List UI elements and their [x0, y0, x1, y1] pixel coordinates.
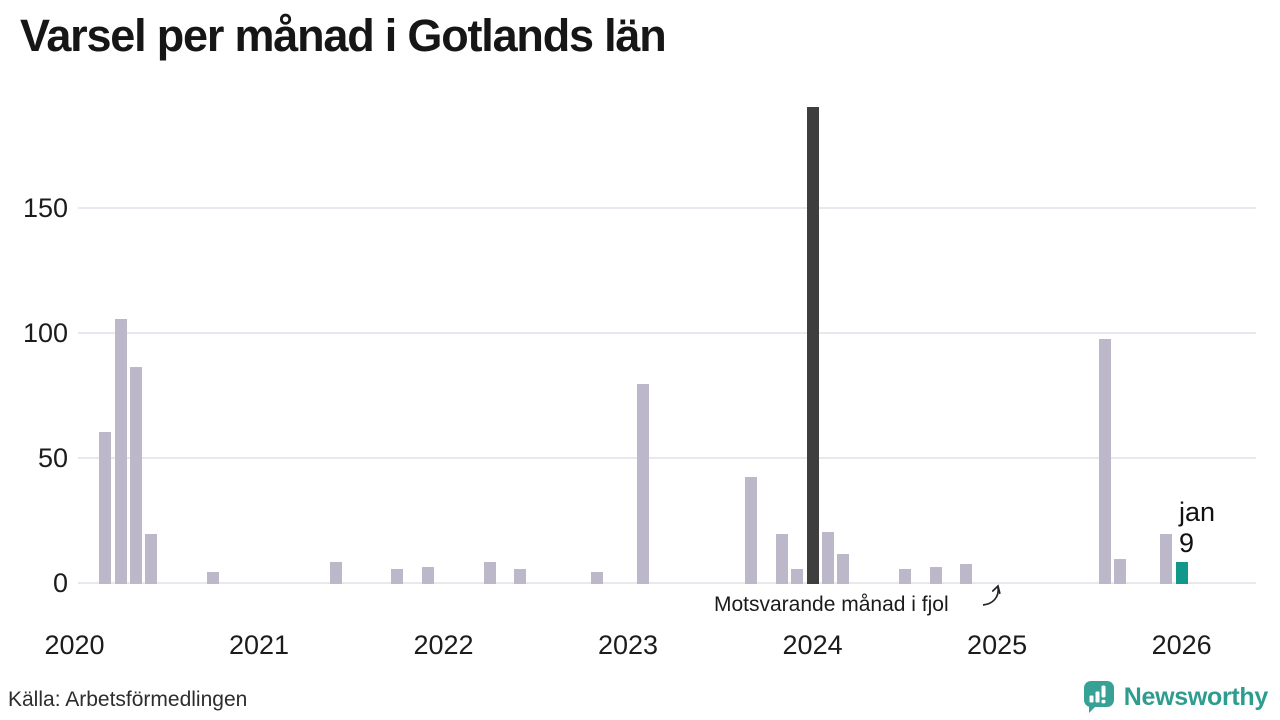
bar-2020-10 — [206, 571, 219, 584]
bar-2021-06 — [329, 561, 342, 584]
source-caption: Källa: Arbetsförmedlingen — [8, 688, 248, 711]
bar-2026-01 — [1175, 561, 1188, 584]
bar-2024-01 — [806, 106, 819, 584]
bar-2023-09 — [745, 476, 758, 584]
annotation-arrow-icon — [982, 584, 1001, 606]
bar-2024-11 — [960, 564, 973, 584]
x-axis-tick-label: 2022 — [413, 630, 474, 660]
bar-2022-04 — [483, 561, 496, 584]
current-value-number: 9 — [1179, 528, 1195, 558]
x-axis-tick-label: 2021 — [228, 630, 290, 660]
bar-2023-02 — [637, 384, 650, 584]
bar-2025-12 — [1160, 534, 1173, 584]
bar-2023-11 — [775, 534, 788, 584]
current-month-label: jan — [1179, 497, 1216, 527]
bar-2022-06 — [514, 569, 527, 584]
bar-2022-11 — [591, 571, 604, 584]
brand-logo: Newsworthy — [1083, 680, 1268, 714]
x-axis-tick-label: 2020 — [44, 630, 105, 660]
x-axis-tick-label: 2024 — [782, 630, 843, 660]
bar-2021-10 — [391, 569, 404, 584]
annotation-label: Motsvarande månad i fjol — [714, 593, 949, 616]
x-axis-tick-label: 2023 — [598, 630, 659, 660]
current-value-label: jan 9 — [1179, 497, 1215, 559]
brand-wordmark: Newsworthy — [1123, 682, 1269, 711]
y-axis-tick-label: 50 — [37, 443, 68, 473]
y-axis-tick-label: 0 — [52, 568, 68, 598]
bar-2024-02 — [822, 531, 834, 584]
chart-title: Varsel per månad i Gotlands län — [20, 10, 667, 61]
bar-2023-12 — [791, 569, 804, 584]
y-axis-tick-label: 150 — [22, 193, 68, 223]
gridline-150 — [78, 207, 1256, 209]
bar-2021-12 — [422, 566, 435, 584]
bar-2025-08 — [1098, 339, 1111, 584]
newsworthy-speech-bubble-chart-icon — [1083, 681, 1114, 713]
gridline-0 — [78, 582, 1256, 584]
bar-2020-05 — [130, 366, 142, 584]
x-axis-tick-label: 2026 — [1151, 630, 1212, 660]
x-axis-tick-label: 2025 — [967, 630, 1028, 660]
bar-2024-07 — [898, 569, 911, 584]
bar-2024-09 — [929, 566, 942, 584]
bar-2024-03 — [837, 554, 850, 584]
bar-2020-03 — [99, 431, 112, 584]
gridline-50 — [78, 457, 1256, 459]
bar-2025-09 — [1114, 559, 1127, 584]
bar-2020-06 — [145, 534, 158, 584]
y-axis-tick-label: 100 — [22, 318, 68, 348]
bar-2020-04 — [114, 319, 127, 584]
gridline-100 — [78, 332, 1256, 334]
